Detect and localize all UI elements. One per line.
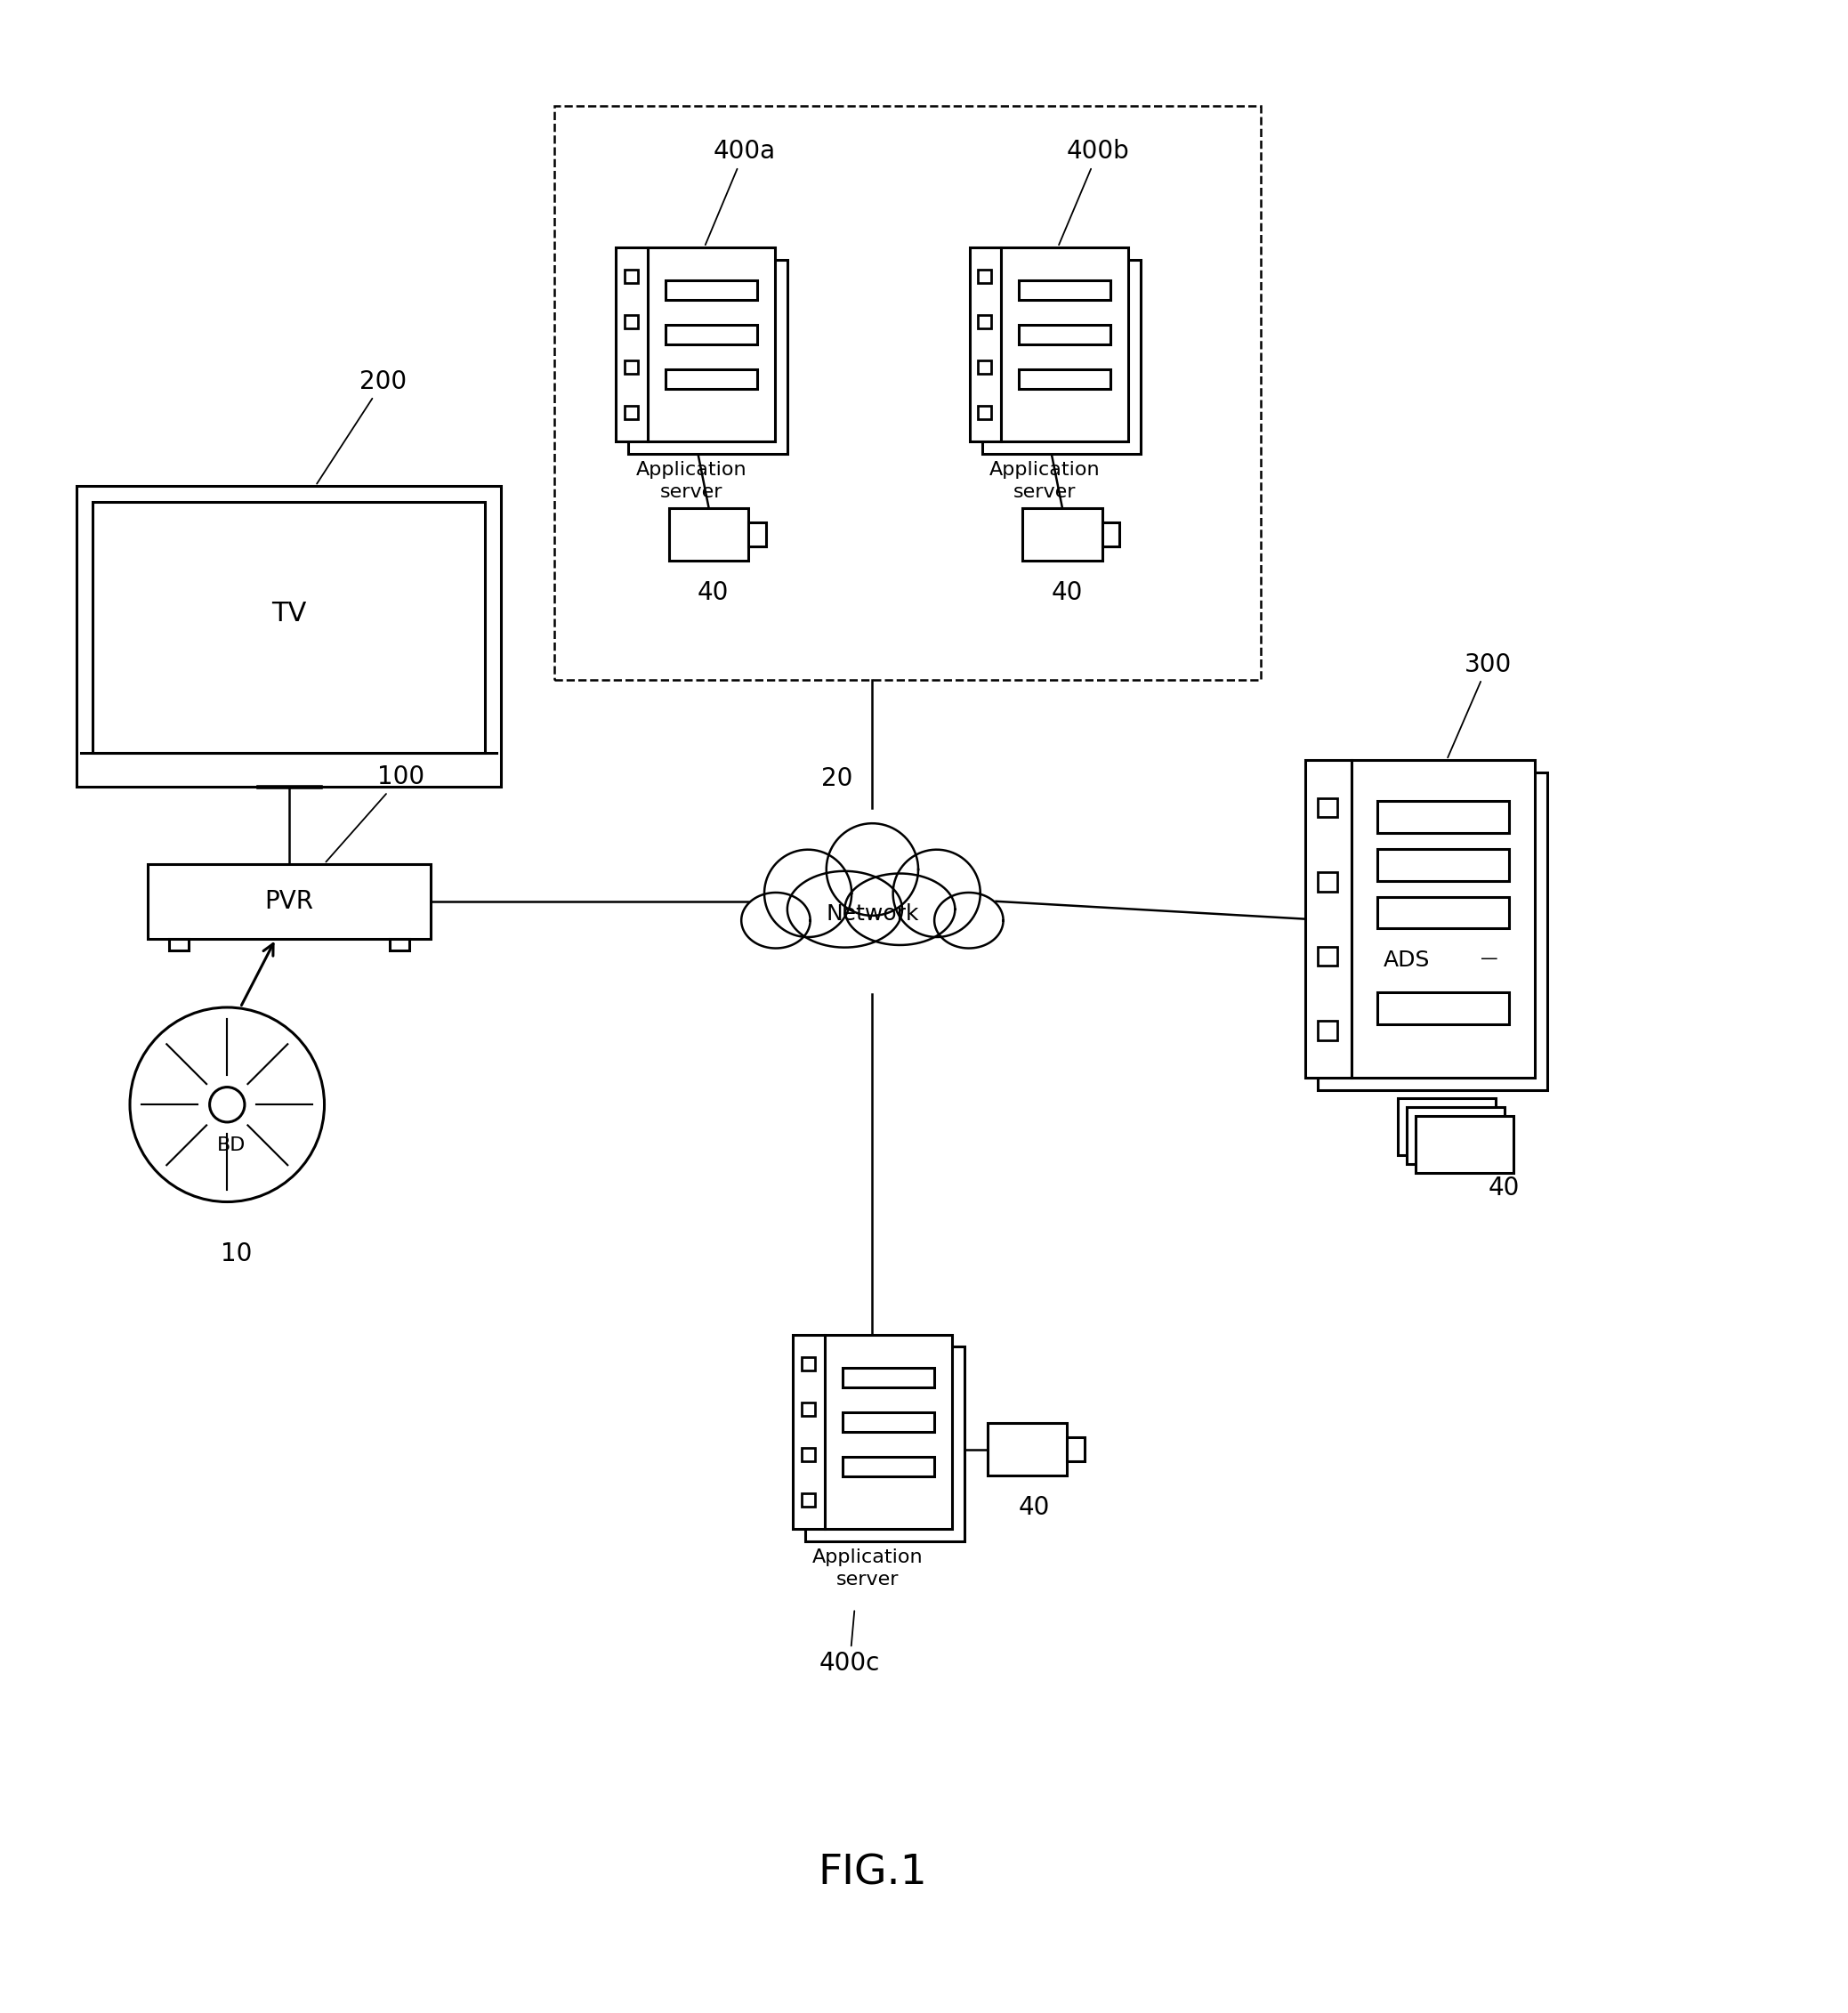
FancyBboxPatch shape bbox=[978, 270, 992, 284]
FancyBboxPatch shape bbox=[1018, 370, 1111, 389]
FancyBboxPatch shape bbox=[1416, 1115, 1514, 1174]
FancyBboxPatch shape bbox=[1318, 773, 1547, 1091]
FancyBboxPatch shape bbox=[390, 938, 408, 950]
Text: 400a: 400a bbox=[706, 139, 776, 246]
Text: Application
server: Application server bbox=[813, 1548, 924, 1588]
FancyBboxPatch shape bbox=[78, 485, 501, 787]
FancyBboxPatch shape bbox=[802, 1494, 815, 1506]
FancyBboxPatch shape bbox=[843, 1457, 933, 1476]
FancyBboxPatch shape bbox=[978, 316, 992, 328]
Text: Network: Network bbox=[826, 904, 918, 924]
FancyBboxPatch shape bbox=[1406, 1107, 1504, 1164]
Text: 40: 40 bbox=[697, 580, 728, 606]
FancyBboxPatch shape bbox=[148, 864, 431, 938]
FancyBboxPatch shape bbox=[628, 260, 787, 455]
Text: 40: 40 bbox=[1052, 580, 1083, 606]
Text: 40: 40 bbox=[1488, 1176, 1519, 1200]
FancyBboxPatch shape bbox=[843, 1413, 933, 1431]
Text: Application
server: Application server bbox=[636, 461, 747, 501]
FancyBboxPatch shape bbox=[1018, 280, 1111, 300]
Text: 20: 20 bbox=[821, 765, 852, 791]
FancyBboxPatch shape bbox=[1399, 1097, 1495, 1155]
Text: —: — bbox=[1480, 950, 1499, 966]
FancyBboxPatch shape bbox=[987, 1423, 1066, 1476]
Text: 400c: 400c bbox=[819, 1610, 880, 1675]
Text: BD: BD bbox=[218, 1137, 246, 1153]
FancyBboxPatch shape bbox=[1318, 872, 1338, 892]
Ellipse shape bbox=[787, 872, 902, 948]
FancyBboxPatch shape bbox=[802, 1403, 815, 1415]
FancyBboxPatch shape bbox=[793, 1335, 824, 1530]
FancyBboxPatch shape bbox=[625, 407, 638, 419]
FancyBboxPatch shape bbox=[1377, 801, 1510, 833]
FancyBboxPatch shape bbox=[843, 1367, 933, 1387]
FancyBboxPatch shape bbox=[1377, 896, 1510, 928]
FancyBboxPatch shape bbox=[168, 938, 188, 950]
Ellipse shape bbox=[765, 849, 852, 938]
FancyBboxPatch shape bbox=[1351, 759, 1536, 1079]
Circle shape bbox=[129, 1006, 325, 1202]
FancyBboxPatch shape bbox=[806, 1347, 965, 1542]
FancyBboxPatch shape bbox=[625, 360, 638, 374]
Text: 400b: 400b bbox=[1059, 139, 1129, 246]
Ellipse shape bbox=[741, 892, 809, 948]
FancyBboxPatch shape bbox=[978, 360, 992, 374]
FancyBboxPatch shape bbox=[1018, 324, 1111, 344]
Text: 10: 10 bbox=[220, 1242, 251, 1266]
Text: 200: 200 bbox=[316, 368, 407, 483]
Ellipse shape bbox=[845, 874, 955, 944]
Text: ADS: ADS bbox=[1382, 950, 1430, 970]
FancyBboxPatch shape bbox=[665, 370, 758, 389]
FancyBboxPatch shape bbox=[1022, 507, 1101, 562]
FancyBboxPatch shape bbox=[970, 248, 1002, 441]
Text: TV: TV bbox=[272, 602, 307, 626]
Text: PVR: PVR bbox=[264, 890, 314, 914]
FancyBboxPatch shape bbox=[669, 507, 748, 562]
FancyBboxPatch shape bbox=[1318, 797, 1338, 817]
Ellipse shape bbox=[826, 823, 918, 916]
FancyBboxPatch shape bbox=[978, 407, 992, 419]
FancyBboxPatch shape bbox=[665, 324, 758, 344]
FancyBboxPatch shape bbox=[92, 501, 486, 753]
Text: 300: 300 bbox=[1447, 652, 1512, 757]
FancyBboxPatch shape bbox=[1002, 248, 1129, 441]
Text: 100: 100 bbox=[325, 765, 425, 862]
FancyBboxPatch shape bbox=[1101, 523, 1120, 546]
FancyBboxPatch shape bbox=[625, 316, 638, 328]
FancyBboxPatch shape bbox=[824, 1335, 952, 1530]
FancyBboxPatch shape bbox=[1377, 849, 1510, 882]
FancyBboxPatch shape bbox=[1377, 992, 1510, 1025]
Circle shape bbox=[209, 1087, 244, 1121]
FancyBboxPatch shape bbox=[1305, 759, 1351, 1079]
Ellipse shape bbox=[893, 849, 979, 938]
Text: Application
server: Application server bbox=[989, 461, 1100, 501]
FancyBboxPatch shape bbox=[615, 248, 649, 441]
FancyBboxPatch shape bbox=[748, 523, 767, 546]
FancyBboxPatch shape bbox=[665, 280, 758, 300]
Ellipse shape bbox=[935, 892, 1003, 948]
FancyBboxPatch shape bbox=[625, 270, 638, 284]
Text: FIG.1: FIG.1 bbox=[817, 1854, 928, 1894]
Text: 40: 40 bbox=[1018, 1496, 1050, 1520]
FancyBboxPatch shape bbox=[1318, 1021, 1338, 1041]
FancyBboxPatch shape bbox=[802, 1357, 815, 1371]
FancyBboxPatch shape bbox=[981, 260, 1140, 455]
FancyBboxPatch shape bbox=[649, 248, 774, 441]
FancyBboxPatch shape bbox=[1318, 946, 1338, 966]
FancyBboxPatch shape bbox=[1066, 1437, 1085, 1461]
FancyBboxPatch shape bbox=[802, 1447, 815, 1461]
